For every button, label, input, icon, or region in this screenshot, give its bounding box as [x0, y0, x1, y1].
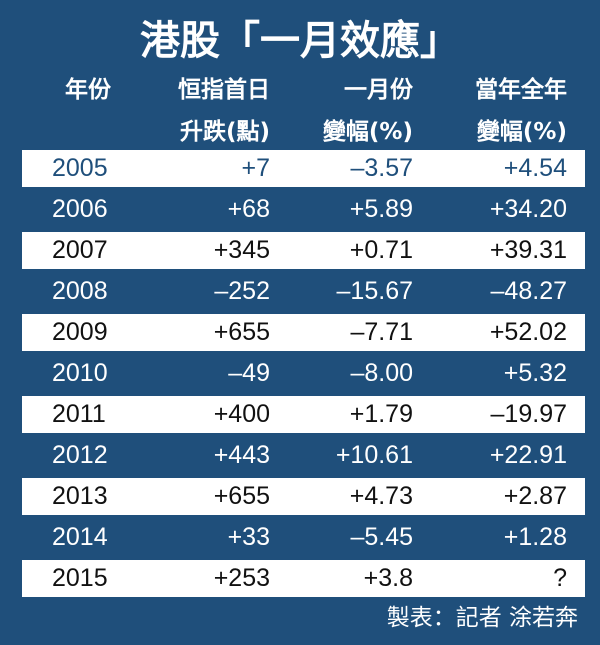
cell: +655: [213, 318, 270, 346]
cell: +39.31: [489, 236, 567, 264]
cell: 2008: [52, 277, 108, 305]
cell: 2015: [52, 564, 108, 592]
column-header: 當年全年: [475, 77, 567, 103]
row-background: [22, 396, 585, 433]
cell: –19.97: [490, 400, 567, 428]
credit: 製表：記者 涂若奔: [386, 605, 578, 631]
cell: +443: [213, 441, 270, 469]
cell: +655: [213, 482, 270, 510]
cell: +52.02: [489, 318, 567, 346]
column-header: 年份: [65, 77, 111, 103]
cell: –8.00: [350, 359, 413, 387]
cell: +33: [227, 523, 270, 551]
cell: +3.8: [363, 564, 413, 592]
cell: +1.79: [349, 400, 413, 428]
cell: 2006: [52, 195, 108, 223]
cell: +7: [241, 154, 270, 182]
cell: +4.73: [349, 482, 413, 510]
row-background: [22, 478, 585, 515]
cell: 2013: [52, 482, 108, 510]
cell: –3.57: [350, 154, 413, 182]
row-background: [22, 232, 585, 269]
column-header: 一月份: [344, 77, 413, 103]
cell: 2011: [52, 400, 106, 428]
cell: +345: [213, 236, 270, 264]
cell: +68: [227, 195, 270, 223]
cell: –15.67: [336, 277, 413, 305]
cell: ?: [553, 564, 567, 592]
cell: 2007: [52, 236, 108, 264]
cell: 2009: [52, 318, 108, 346]
row-background: [22, 314, 585, 351]
cell: 2014: [52, 523, 108, 551]
cell: +4.54: [503, 154, 567, 182]
cell: –7.71: [350, 318, 413, 346]
row-background: [22, 150, 585, 187]
cell: –5.45: [350, 523, 413, 551]
row-background: [22, 560, 585, 597]
cell: 2012: [52, 441, 108, 469]
cell: +34.20: [489, 195, 567, 223]
cell: 2010: [52, 359, 108, 387]
cell: +0.71: [349, 236, 413, 264]
cell: –48.27: [490, 277, 567, 305]
cell: +253: [213, 564, 270, 592]
cell: +2.87: [503, 482, 567, 510]
column-header: 變幅(%): [476, 119, 567, 145]
cell: –49: [228, 359, 270, 387]
cell: –252: [214, 277, 270, 305]
cell: 2005: [52, 154, 108, 182]
cell: +22.91: [489, 441, 567, 469]
column-header: 升跌(點): [179, 119, 270, 145]
cell: +5.32: [503, 359, 567, 387]
cell: +10.61: [335, 441, 413, 469]
column-header: 變幅(%): [322, 119, 413, 145]
cell: +5.89: [349, 195, 413, 223]
title: 港股「一月效應」: [140, 18, 460, 64]
cell: +400: [213, 400, 270, 428]
column-header: 恒指首日: [178, 77, 270, 103]
cell: +1.28: [503, 523, 567, 551]
